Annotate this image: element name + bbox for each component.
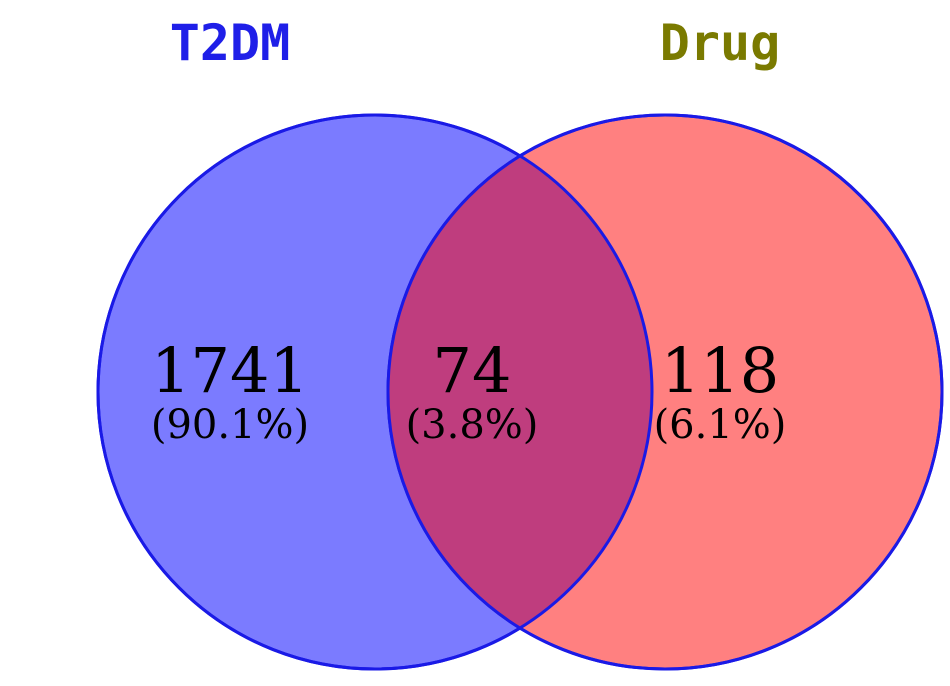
count-drug-only: 118 — [661, 334, 779, 407]
circle-t2dm-outline — [96, 113, 654, 671]
percent-drug-only: (6.1%) — [654, 402, 787, 448]
intersection-region — [388, 115, 652, 669]
set-label-t2dm: T2DM — [170, 14, 290, 72]
percent-t2dm-only: (90.1%) — [151, 402, 309, 448]
percent-intersection: (3.8%) — [406, 402, 539, 448]
circle-drug-outline — [386, 113, 944, 671]
count-t2dm-only: 1741 — [151, 334, 309, 407]
count-intersection: 74 — [433, 334, 512, 407]
set-label-drug: Drug — [660, 14, 780, 72]
